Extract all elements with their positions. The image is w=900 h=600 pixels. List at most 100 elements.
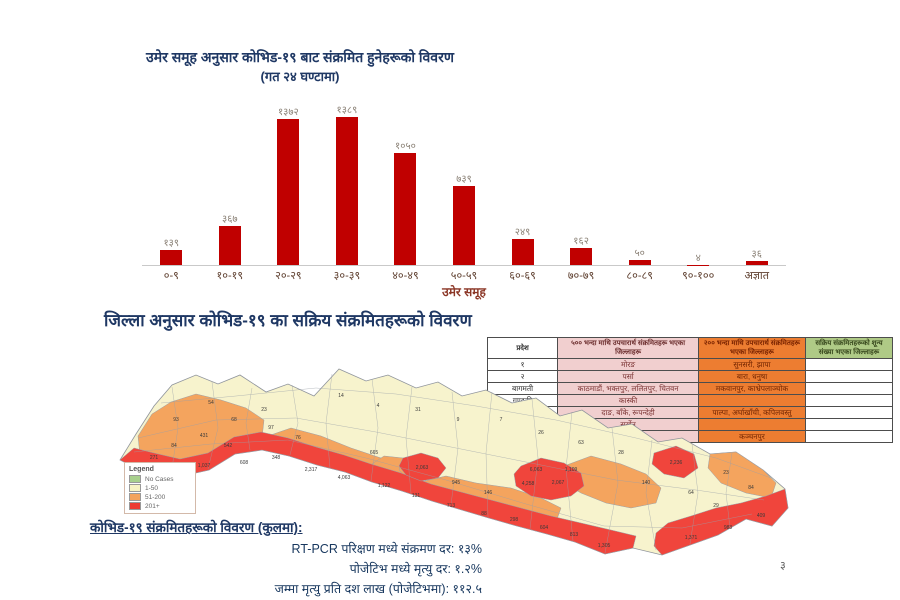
bar-value-label: ५० [634, 247, 645, 259]
district-table-cell: कञ्चनपुर [698, 430, 806, 443]
district-case-count: 983 [723, 525, 733, 531]
nepal-map-svg [119, 368, 789, 556]
district-table-cell [804, 394, 894, 407]
bar [453, 186, 475, 265]
x-tick-label: ८०-८९ [626, 270, 653, 282]
district-case-count: 93 [173, 417, 179, 423]
district-case-count: 84 [748, 485, 754, 491]
page-number: ३ [780, 560, 786, 572]
district-case-count: 945 [451, 480, 461, 486]
district-case-count: 97 [268, 425, 274, 431]
district-case-count: 23 [261, 407, 267, 413]
district-case-count: 63 [578, 440, 584, 446]
district-table-cell [804, 370, 894, 383]
bar-slot: १३८९ [318, 100, 377, 265]
district-case-count: 713 [446, 503, 456, 509]
district-case-count: 23 [723, 470, 729, 476]
district-table-cell: मोरङ [557, 358, 700, 371]
district-table-cell [804, 358, 894, 371]
age-chart-x-axis-label: उमेर समूह [442, 285, 486, 299]
bar-value-label: १६२ [573, 235, 589, 247]
age-chart-title: उमेर समूह अनुसार कोभिड-१९ बाट संक्रमित ह… [146, 49, 454, 65]
district-case-count: 26 [538, 430, 544, 436]
legend-color-swatch [129, 493, 141, 501]
district-case-count: 84 [171, 443, 177, 449]
district-table-cell: पर्सा [557, 370, 700, 383]
district-case-count: 665 [369, 450, 379, 456]
age-bar-chart: १३९ ३६७ १३७२ १३८९ १०५० ७३९ २४९ १६२ ५० ४ ३६ [142, 100, 786, 266]
bar-value-label: ३६ [751, 249, 762, 261]
district-table-cell: बारा, धनुषा [698, 370, 806, 383]
district-case-count: 4,063 [337, 475, 351, 481]
map-legend-item: 51-200 [129, 493, 191, 501]
bar-value-label: ४ [695, 252, 701, 264]
bar-slot: ३६ [727, 100, 786, 265]
district-case-count: 146 [483, 490, 493, 496]
district-case-count: 431 [199, 433, 209, 439]
district-case-count: 2,067 [551, 480, 565, 486]
district-case-count: 271 [149, 455, 159, 461]
district-case-count: 131 [411, 493, 421, 499]
district-case-count: 1,305 [597, 543, 611, 549]
district-case-count: 1,109 [564, 467, 578, 473]
map-legend: Legend No Cases 1-50 51-200 201+ [124, 462, 196, 514]
district-case-count: 298 [509, 517, 519, 523]
nepal-district-map: 271 93 54 84 431 68 542 1,037 608 97 76 348 23 2,317 4… [116, 358, 792, 570]
x-tick-label: ९०-१०० [682, 270, 715, 282]
district-table-cell [804, 418, 894, 431]
map-legend-item: 1-50 [129, 484, 191, 492]
bar-value-label: ३६७ [222, 213, 238, 225]
district-case-count: 604 [539, 525, 549, 531]
summary-heading: कोभिड-१९ संक्रमितहरूको विवरण (कुलमा): [90, 520, 303, 535]
bar-slot: १०५० [376, 100, 435, 265]
district-table-cell: दाङ, बाँके, रूपन्देही [557, 406, 700, 419]
bar-value-label: १३९ [163, 238, 180, 250]
map-legend-rows: No Cases 1-50 51-200 201+ [129, 475, 191, 510]
district-case-count: 2,236 [669, 460, 683, 466]
district-case-count: 54 [208, 400, 214, 406]
district-case-count: 348 [271, 455, 281, 461]
district-section-heading: जिल्ला अनुसार कोभिड-१९ का सक्रिय संक्रमि… [104, 311, 472, 330]
district-case-count: 28 [618, 450, 624, 456]
bar [218, 225, 241, 265]
bar-slot: ४ [669, 100, 728, 265]
bar-slot: ५० [610, 100, 669, 265]
summary-stat-line: RT-PCR परिक्षण मध्ये संक्रमण दर: १३% [291, 542, 482, 556]
district-table-cell: बागमती [486, 382, 559, 395]
bar-value-label: १३८९ [336, 105, 358, 116]
summary-block: कोभिड-१९ संक्रमितहरूको विवरण (कुलमा): RT… [90, 518, 482, 597]
district-table-cell [804, 430, 894, 443]
district-case-count: 29 [713, 503, 719, 509]
district-table-row: बागमती काठमाडौं, भक्तपुर, ललितपुर, चितवन म… [486, 382, 894, 395]
district-case-count: 2,317 [304, 467, 318, 473]
bar [160, 250, 183, 265]
district-case-count: 542 [223, 443, 233, 449]
age-chart-subtitle: (गत २४ घण्टामा) [260, 69, 340, 84]
district-table-cell: काठमाडौं, भक्तपुर, ललितपुर, चितवन [557, 382, 700, 395]
summary-stat-line: जम्मा मृत्यु प्रति दश लाख (पोजेटिभमा): १… [274, 582, 482, 596]
legend-item-label: 201+ [145, 502, 160, 510]
district-case-count: 1,037 [197, 463, 211, 469]
map-legend-item: No Cases [129, 475, 191, 483]
district-case-count: 4 [376, 403, 380, 409]
district-table-header-row: प्रदेश ५०० भन्दा माथि उपचारार्थ संक्रमितह… [486, 337, 894, 359]
district-case-count: 64 [688, 490, 694, 496]
bar [335, 117, 358, 265]
legend-color-swatch [129, 484, 141, 492]
district-case-count: 608 [239, 460, 249, 466]
x-tick-label: ०-९ [163, 270, 179, 282]
district-table-cell: मकवानपुर, काभ्रेपलाञ्चोक [698, 382, 806, 395]
district-table-header: २०० भन्दा माथि उपचारार्थ संक्रमितहरू भएक… [698, 337, 806, 359]
x-tick-label: अज्ञात [744, 270, 770, 282]
district-case-count: 4,258 [521, 481, 535, 487]
district-case-count: 14 [338, 393, 344, 399]
age-chart-x-ticks: ०-९ १०-१९ २०-२९ ३०-३९ ४०-४९ ५०-५९ ६०-६९ ७०-७९ ८०… [142, 268, 786, 283]
x-tick-label: ३०-३९ [333, 270, 361, 282]
legend-color-swatch [129, 475, 141, 483]
district-table-header: ५०० भन्दा माथि उपचारार्थ संक्रमितहरू भएक… [557, 337, 700, 359]
x-tick-label: ५०-५९ [450, 270, 478, 282]
district-case-count: 409 [756, 513, 766, 519]
bar-slot: ३६७ [201, 100, 260, 265]
district-case-count: 1,122 [377, 483, 391, 489]
